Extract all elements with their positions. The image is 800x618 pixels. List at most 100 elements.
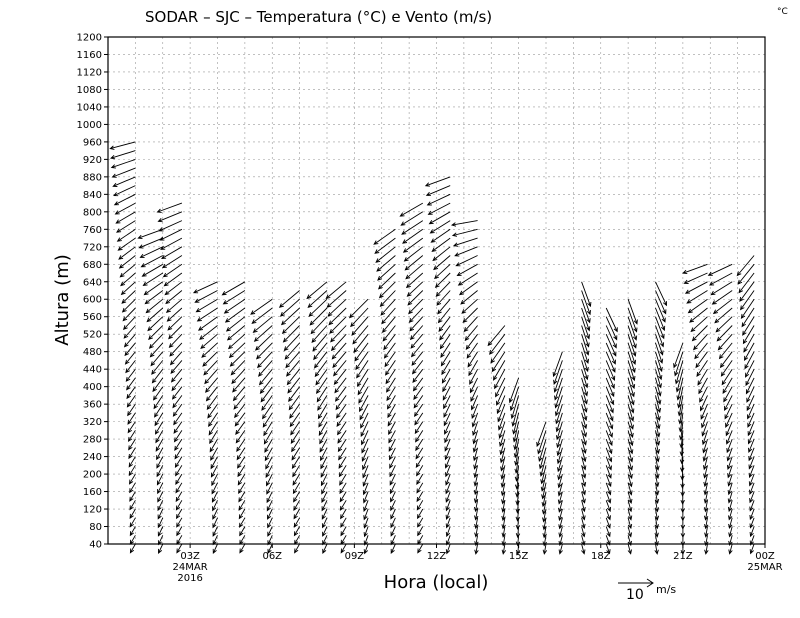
wind-arrow	[442, 377, 451, 393]
wind-arrow	[116, 228, 136, 242]
wind-arrow	[118, 246, 136, 260]
wind-arrow	[358, 386, 369, 404]
wind-arrow	[737, 264, 755, 285]
wind-arrow	[501, 491, 506, 505]
wind-arrow	[350, 307, 369, 328]
x-tick-date: 25MAR	[747, 562, 782, 573]
wind-arrow	[227, 333, 246, 350]
wind-arrow	[173, 412, 183, 426]
wind-arrow	[239, 526, 246, 537]
wind-arrow	[359, 403, 369, 421]
wind-arrow	[375, 246, 396, 263]
wind-arrow	[655, 439, 660, 455]
wind-arrow	[514, 465, 520, 482]
wind-arrow	[128, 473, 136, 485]
wind-arrow	[703, 482, 708, 496]
wind-arrow	[158, 220, 183, 232]
wind-arrow	[556, 430, 563, 449]
wind-arrow	[156, 465, 164, 478]
wind-arrow	[157, 500, 164, 512]
wind-arrow	[739, 281, 755, 302]
wind-arrow	[252, 316, 273, 333]
wind-arrow	[747, 403, 755, 420]
wind-arrow	[501, 500, 506, 513]
wind-arrow	[176, 535, 183, 545]
wind-arrow	[162, 263, 183, 278]
wind-arrow	[474, 543, 479, 555]
wind-arrow	[192, 281, 218, 294]
wind-arrow	[321, 508, 328, 520]
wind-arrow	[581, 465, 587, 479]
wind-arrow	[416, 500, 424, 511]
wind-arrow	[605, 430, 613, 447]
wind-arrow	[703, 500, 709, 513]
wind-arrow	[150, 351, 164, 367]
wind-arrow	[605, 334, 617, 357]
wind-arrow	[416, 473, 424, 485]
wind-arrow	[328, 307, 347, 326]
wind-arrow	[263, 421, 273, 437]
wind-arrow	[334, 377, 347, 394]
y-tick-label: 800	[83, 207, 102, 218]
wind-arrow	[581, 325, 590, 348]
wind-arrow	[748, 456, 755, 470]
wind-arrow	[363, 543, 369, 555]
wind-arrow	[655, 430, 661, 447]
wind-arrow	[748, 438, 755, 453]
wind-arrow	[743, 333, 755, 353]
wind-arrow	[406, 281, 424, 297]
wind-arrow	[408, 307, 424, 323]
wind-arrow	[410, 333, 424, 349]
wind-arrow	[445, 491, 451, 503]
wind-arrow	[744, 342, 755, 361]
wind-arrow	[294, 543, 300, 554]
wind-arrow	[461, 298, 478, 314]
wind-arrow	[426, 193, 451, 206]
wind-arrow	[605, 421, 613, 438]
wind-arrow	[362, 482, 369, 496]
wind-arrow	[707, 263, 733, 276]
wind-arrow	[725, 430, 733, 445]
y-tick-label: 840	[83, 190, 102, 201]
wind-arrow	[541, 500, 547, 515]
wind-arrow	[148, 325, 164, 341]
y-tick-label: 680	[83, 260, 102, 271]
wind-arrow	[156, 473, 164, 486]
wind-arrow	[494, 368, 506, 390]
wind-arrow	[267, 535, 273, 546]
wind-arrow	[538, 438, 547, 462]
wind-arrow	[492, 360, 506, 381]
wind-arrow	[222, 290, 246, 305]
wind-arrow	[556, 447, 563, 465]
wind-arrow	[655, 395, 662, 414]
wind-arrow	[127, 421, 136, 434]
wind-arrow	[440, 351, 451, 367]
wind-arrow	[293, 526, 300, 537]
wind-arrow	[390, 526, 396, 537]
wind-arrow	[142, 272, 164, 286]
wind-arrow	[500, 474, 506, 489]
wind-arrow	[114, 202, 136, 215]
wind-arrow	[143, 281, 164, 296]
wind-arrow	[239, 535, 246, 545]
wind-arrow	[473, 474, 479, 487]
wind-arrow	[724, 403, 733, 420]
wind-arrow	[432, 246, 451, 262]
wind-arrow	[682, 263, 708, 275]
wind-arrow	[703, 465, 708, 479]
wind-arrow	[176, 543, 183, 554]
wind-arrow	[444, 456, 451, 469]
wind-arrow	[281, 316, 300, 335]
wind-arrow	[336, 412, 347, 427]
wind-arrow	[231, 368, 246, 385]
wind-arrow	[129, 517, 136, 528]
wind-arrow	[155, 438, 164, 452]
wind-arrow	[473, 500, 479, 513]
wind-arrow	[348, 298, 369, 319]
wind-arrow	[407, 290, 424, 306]
wind-arrow	[288, 386, 300, 403]
wind-arrow	[684, 281, 708, 294]
wind-arrow	[202, 351, 218, 367]
wind-arrow	[455, 255, 478, 267]
wind-arrow	[581, 351, 589, 373]
